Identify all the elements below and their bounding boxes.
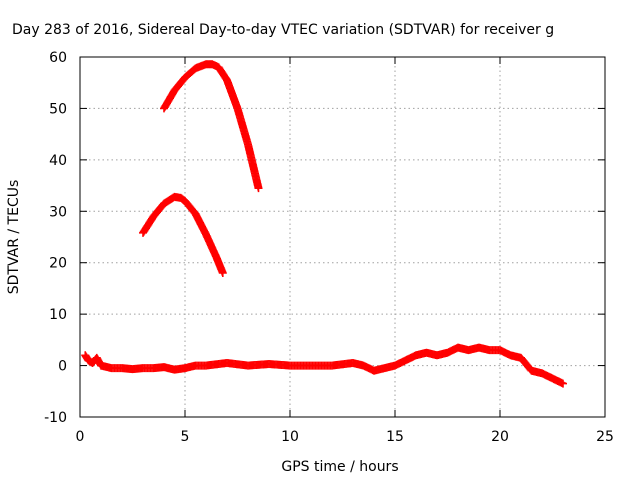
y-tick-label: 60 — [49, 50, 67, 66]
y-tick-label: 20 — [49, 256, 67, 272]
x-tick-label: 15 — [386, 429, 404, 445]
y-tick-label: 50 — [49, 101, 67, 117]
data-point — [218, 269, 227, 277]
plot-frame — [79, 56, 606, 418]
x-axis-label: GPS time / hours — [281, 459, 398, 475]
x-tick-label: 0 — [76, 429, 85, 445]
data-points — [81, 60, 567, 388]
y-axis-label: SDTVAR / TECUs — [6, 180, 22, 295]
y-tick-label: 0 — [58, 359, 67, 375]
y-tick-label: 40 — [49, 153, 67, 169]
data-point — [559, 379, 567, 388]
tick-labels: 0 5 10 15 20 25 -10 0 10 20 30 40 50 60 — [44, 50, 614, 445]
y-tick-label: 10 — [49, 307, 67, 323]
x-tick-label: 5 — [181, 429, 190, 445]
y-tick-label: -10 — [44, 410, 67, 426]
data-point — [254, 184, 263, 193]
grid — [80, 57, 605, 417]
x-tick-label: 20 — [491, 429, 509, 445]
chart-title: Day 283 of 2016, Sidereal Day-to-day VTE… — [12, 22, 554, 38]
y-tick-label: 30 — [49, 204, 67, 220]
x-tick-label: 25 — [596, 429, 614, 445]
x-tick-label: 10 — [281, 429, 299, 445]
